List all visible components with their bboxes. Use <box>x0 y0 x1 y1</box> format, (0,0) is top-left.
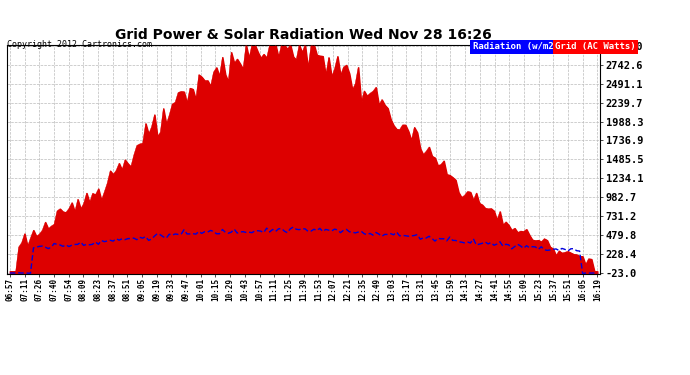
Title: Grid Power & Solar Radiation Wed Nov 28 16:26: Grid Power & Solar Radiation Wed Nov 28 … <box>115 28 492 42</box>
Text: Grid (AC Watts): Grid (AC Watts) <box>555 42 636 51</box>
Text: Radiation (w/m2): Radiation (w/m2) <box>473 42 559 51</box>
Text: Copyright 2012 Cartronics.com: Copyright 2012 Cartronics.com <box>7 40 152 49</box>
